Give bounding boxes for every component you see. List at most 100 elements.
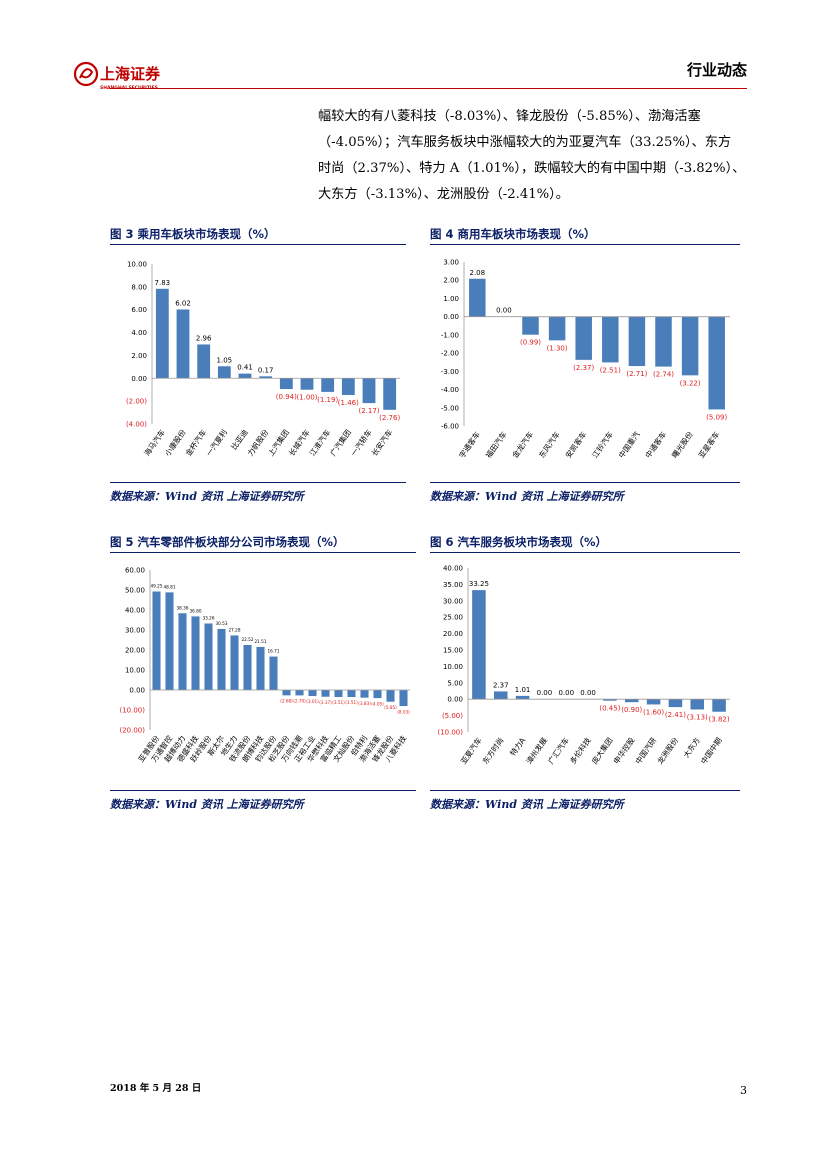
figure-source: 数据来源：Wind 资讯 上海证券研究所 bbox=[430, 798, 624, 811]
data-label: 22.52 bbox=[242, 637, 254, 642]
data-label: (5.09) bbox=[706, 413, 727, 421]
category-label: 比亚迪 bbox=[229, 427, 250, 452]
category-label: 东风汽车 bbox=[536, 429, 562, 460]
figure-6: 图 6 汽车服务板块市场表现（%） 40.00 35.00 30.00 25.00 20… bbox=[430, 534, 740, 814]
data-label: 2.96 bbox=[196, 334, 212, 342]
y-tick-label: (4.00) bbox=[126, 421, 147, 429]
bar bbox=[624, 699, 639, 703]
bar bbox=[362, 378, 376, 404]
bar bbox=[360, 690, 369, 698]
data-label: (3.01) bbox=[306, 699, 319, 704]
data-label: (2.74) bbox=[653, 371, 674, 379]
y-tick-label: 8.00 bbox=[131, 283, 147, 291]
bar bbox=[522, 316, 539, 335]
y-tick-label: 3.00 bbox=[443, 259, 459, 267]
y-tick-label: -5.00 bbox=[441, 404, 459, 412]
category-label: 金龙汽车 bbox=[510, 429, 536, 460]
bar bbox=[668, 699, 683, 708]
bar-chart: 10.00 8.00 6.00 4.00 2.00 0.00 (2.00) (4.00) 7.8… bbox=[126, 261, 401, 458]
bar bbox=[282, 690, 291, 696]
data-label: 33.25 bbox=[469, 580, 489, 588]
category-label: 中通客车 bbox=[643, 429, 669, 460]
data-label: 2.37 bbox=[493, 681, 509, 689]
category-label: 大东方 bbox=[681, 735, 702, 760]
category-label: 庞大集团 bbox=[589, 735, 614, 765]
bar bbox=[603, 699, 617, 701]
bar bbox=[321, 690, 330, 697]
data-label: 27.28 bbox=[229, 627, 241, 632]
logo-text: 上海证券 bbox=[100, 65, 161, 83]
figure-top-rule bbox=[110, 244, 406, 245]
category-label: 龙洲股份 bbox=[655, 735, 681, 766]
y-tick-label: -3.00 bbox=[441, 368, 459, 376]
data-label: 0.41 bbox=[237, 364, 253, 372]
data-label: (4.05) bbox=[371, 701, 384, 706]
y-tick-label: (10.00) bbox=[119, 707, 145, 715]
data-label: (2.70) bbox=[293, 699, 306, 704]
bar bbox=[155, 288, 169, 379]
bar bbox=[602, 316, 619, 363]
bar bbox=[256, 646, 265, 690]
data-label: (2.41) bbox=[665, 711, 686, 719]
y-tick-label: 5.00 bbox=[447, 679, 463, 687]
data-label: 21.51 bbox=[255, 639, 267, 644]
y-tick-label: 50.00 bbox=[125, 587, 145, 595]
y-tick-label: (10.00) bbox=[437, 729, 463, 737]
data-label: (1.30) bbox=[547, 344, 568, 352]
figure-top-rule bbox=[430, 552, 740, 553]
data-label: (3.83) bbox=[358, 701, 371, 706]
bar bbox=[373, 690, 382, 699]
bar bbox=[386, 690, 395, 702]
bar bbox=[295, 690, 304, 696]
data-label: (2.51) bbox=[600, 366, 621, 374]
figure-bottom-rule bbox=[430, 482, 740, 483]
y-tick-label: (2.00) bbox=[126, 398, 147, 406]
data-label: (5.85) bbox=[384, 705, 397, 710]
figure-title: 图 4 商用车板块市场表现（%） bbox=[430, 227, 596, 241]
category-label: 东方时尚 bbox=[480, 735, 505, 765]
data-label: 0.00 bbox=[580, 689, 596, 697]
bar bbox=[334, 690, 343, 698]
y-tick-label: 30.00 bbox=[443, 597, 463, 605]
page-number: 3 bbox=[740, 1084, 747, 1097]
data-label: (1.60) bbox=[643, 708, 664, 716]
figure-bottom-rule bbox=[430, 790, 740, 791]
y-tick-label: -2.00 bbox=[441, 350, 459, 358]
bar-chart: 60.00 50.00 40.00 30.00 20.00 10.00 0.00 (10.00… bbox=[119, 567, 410, 764]
data-label: 33.26 bbox=[203, 615, 215, 620]
data-label: (2.68) bbox=[280, 699, 293, 704]
report-date: 2018 年 5 月 28 日 bbox=[110, 1083, 202, 1094]
bar bbox=[243, 644, 252, 690]
figure-source: 数据来源：Wind 资讯 上海证券研究所 bbox=[110, 798, 304, 811]
figure-3: 图 3 乘用车板块市场表现（%） 10.00 8.00 6.00 4.00 2.00 0.… bbox=[110, 226, 406, 506]
category-label: 宇通客车 bbox=[457, 429, 483, 460]
y-tick-label: -6.00 bbox=[441, 423, 459, 431]
y-tick-label: 1.00 bbox=[443, 295, 459, 303]
data-label: 0.00 bbox=[558, 689, 574, 697]
figure-bottom-rule bbox=[110, 790, 416, 791]
figure-source: 数据来源：Wind 资讯 上海证券研究所 bbox=[430, 490, 624, 503]
y-tick-label: (5.00) bbox=[442, 712, 463, 720]
figure-bottom-rule bbox=[110, 482, 406, 483]
data-label: (8.03) bbox=[397, 709, 410, 714]
bar bbox=[178, 613, 187, 690]
body-line: （-4.05%）；汽车服务板块中涨幅较大的为亚夏汽车（33.25%）、东方 bbox=[318, 135, 732, 150]
y-tick-label: 20.00 bbox=[443, 630, 463, 638]
data-label: (1.46) bbox=[338, 399, 359, 407]
y-tick-label: -1.00 bbox=[441, 331, 459, 339]
bar bbox=[655, 316, 672, 367]
category-label: 亚星客车 bbox=[696, 429, 722, 460]
data-label: (0.90) bbox=[621, 706, 642, 714]
category-label: 长安汽车 bbox=[369, 427, 395, 458]
data-label: 0.17 bbox=[258, 366, 274, 374]
data-label: 2.08 bbox=[470, 269, 486, 277]
bar bbox=[197, 344, 211, 379]
body-line: 幅较大的有八菱科技（-8.03%）、锋龙股份（-5.85%）、渤海活塞 bbox=[318, 109, 701, 124]
y-tick-label: 4.00 bbox=[131, 329, 147, 337]
figure-title: 图 5 汽车零部件板块部分公司市场表现（%） bbox=[110, 535, 345, 549]
data-label: 1.01 bbox=[515, 686, 531, 694]
bar bbox=[279, 378, 293, 390]
bar bbox=[628, 316, 646, 367]
y-tick-label: 40.00 bbox=[125, 607, 145, 615]
category-label: 福田汽车 bbox=[483, 429, 509, 460]
